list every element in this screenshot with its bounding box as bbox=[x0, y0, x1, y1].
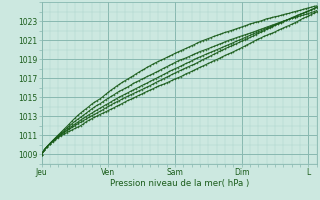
X-axis label: Pression niveau de la mer( hPa ): Pression niveau de la mer( hPa ) bbox=[109, 179, 249, 188]
